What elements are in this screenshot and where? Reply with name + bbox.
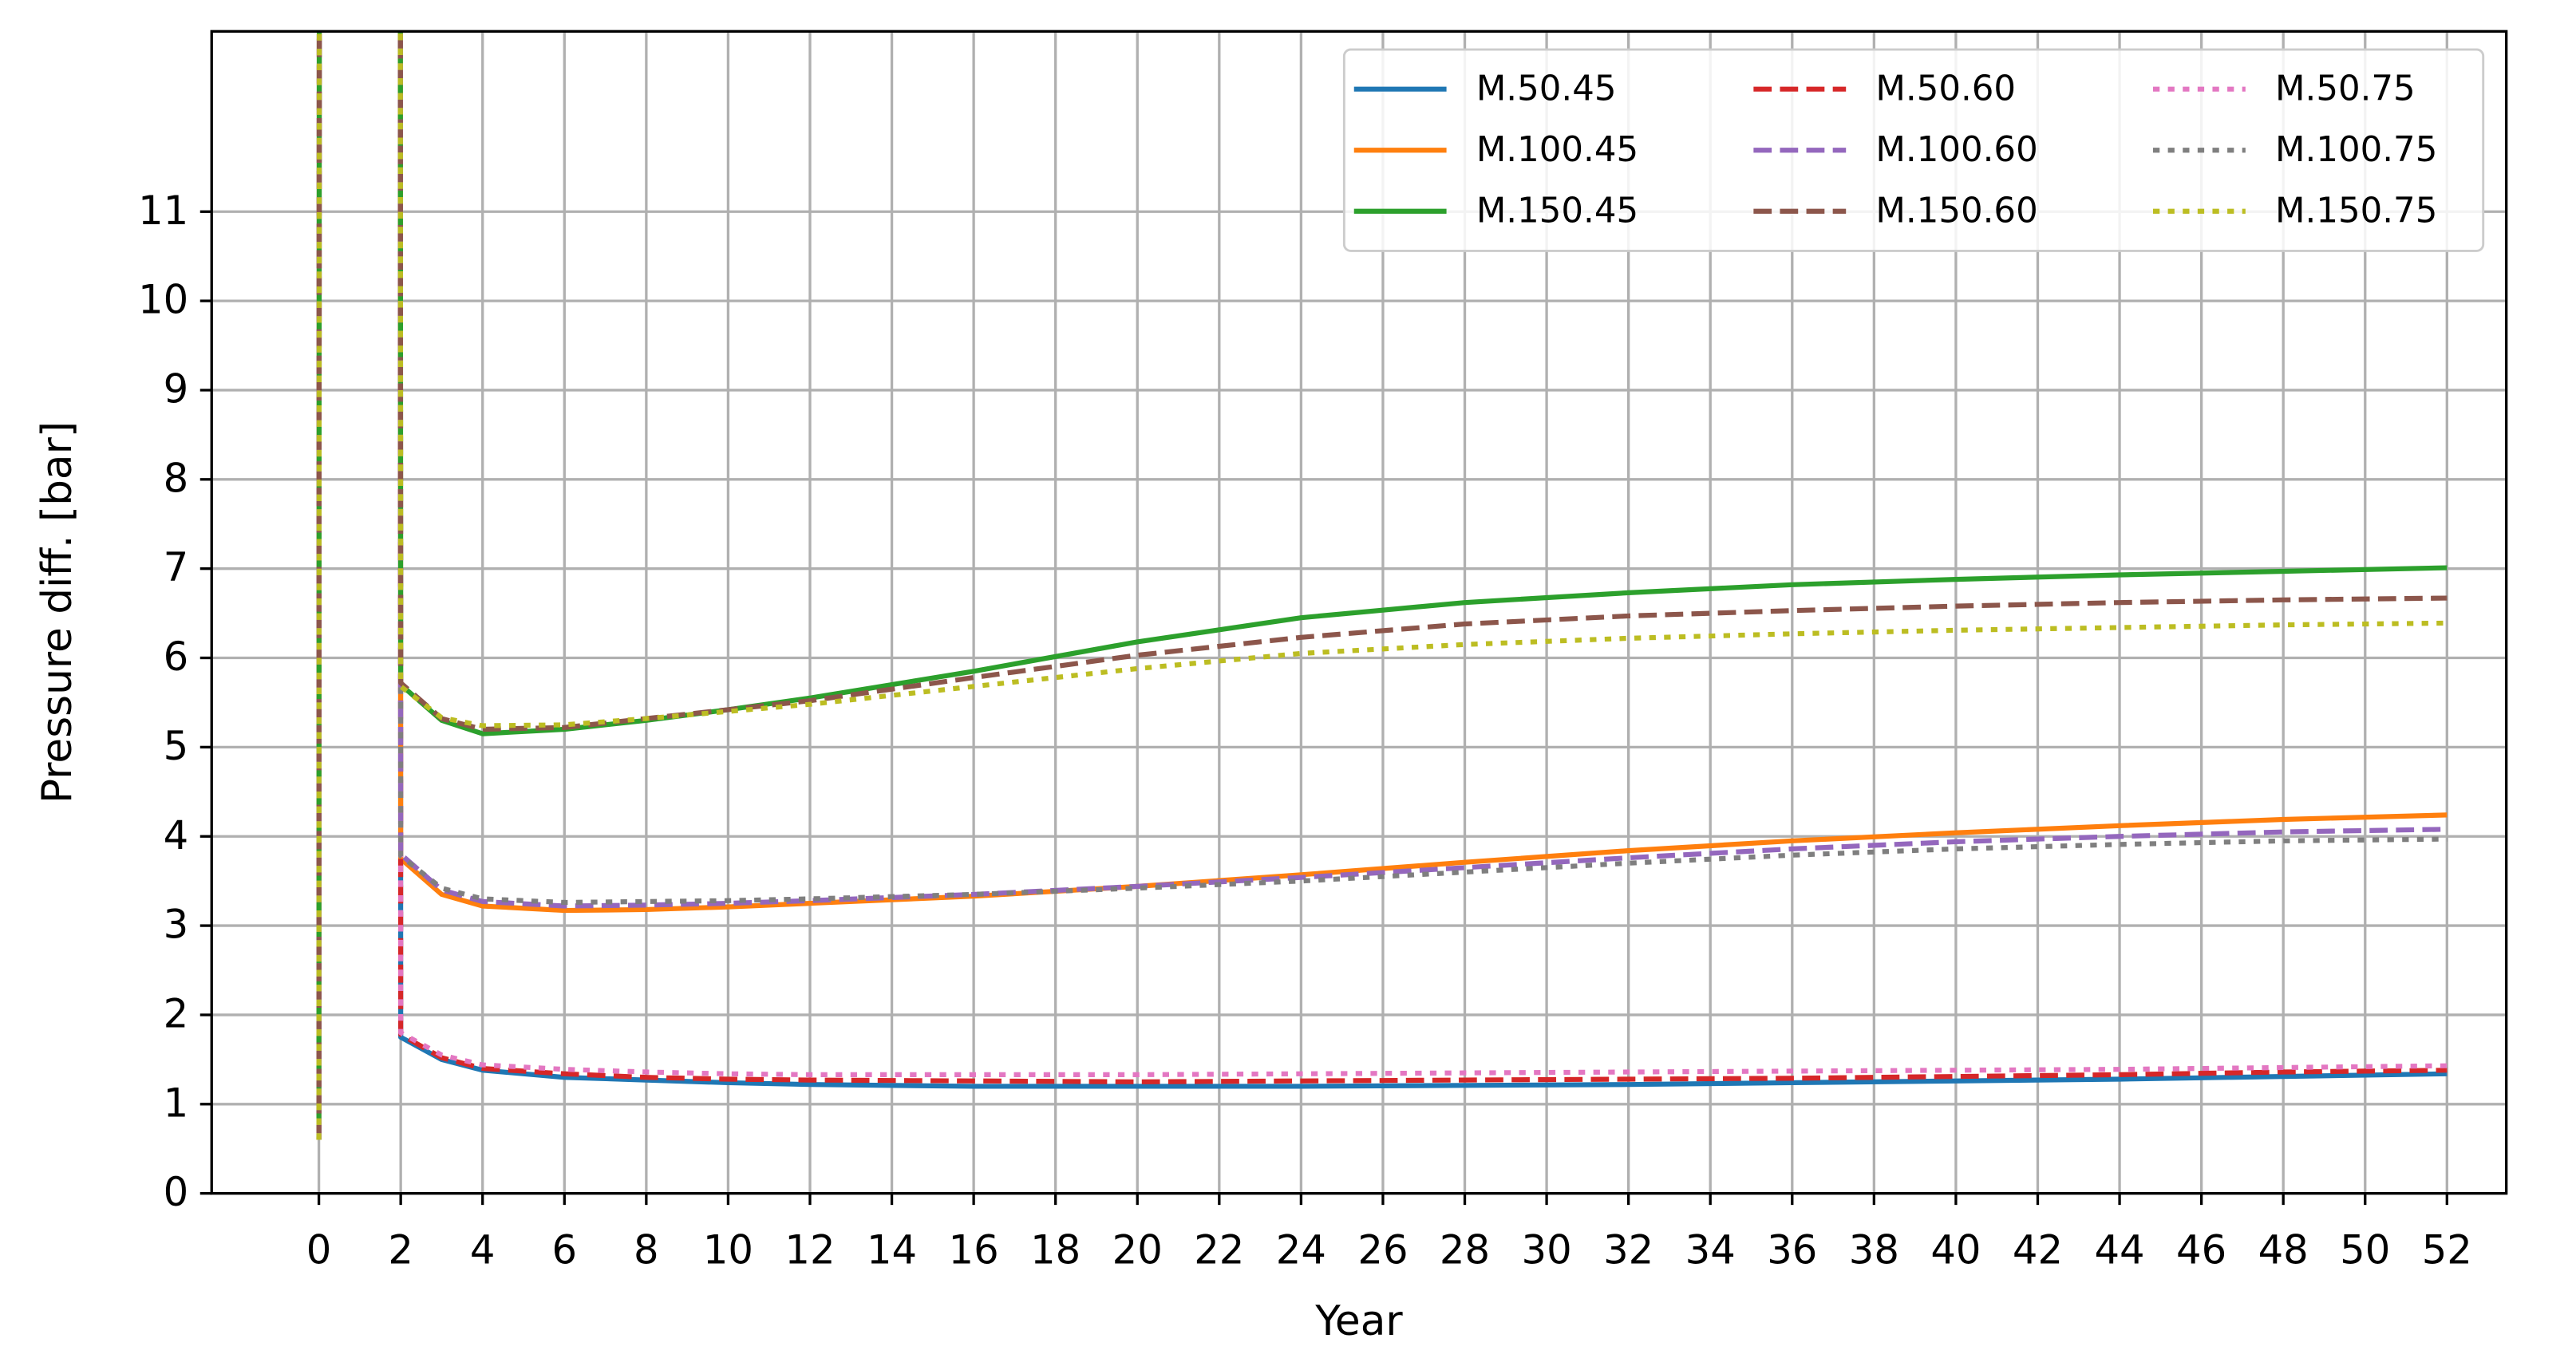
x-tick-label: 30 — [1522, 1227, 1572, 1273]
x-tick-label: 18 — [1030, 1227, 1081, 1273]
x-tick-label: 32 — [1603, 1227, 1653, 1273]
x-tick-label: 50 — [2340, 1227, 2390, 1273]
axes-frame — [210, 30, 2508, 1195]
x-tick-label: 40 — [1930, 1227, 1981, 1273]
x-tick-label: 4 — [470, 1227, 496, 1273]
x-tick-label: 38 — [1849, 1227, 1899, 1273]
series-line — [316, 31, 2448, 1140]
series-line — [316, 31, 2448, 1140]
y-tick-label: 0 — [164, 1169, 189, 1215]
x-tick-label: 52 — [2422, 1227, 2472, 1273]
x-tick-label: 36 — [1767, 1227, 1817, 1273]
y-tick-label: 7 — [164, 544, 189, 590]
x-tick-label: 16 — [949, 1227, 999, 1273]
series-line — [316, 31, 2448, 1140]
y-tick-label: 1 — [164, 1080, 189, 1126]
x-tick-label: 34 — [1685, 1227, 1736, 1273]
y-tick-label: 10 — [138, 277, 188, 323]
y-tick-label: 5 — [164, 723, 189, 769]
y-tick-label: 9 — [164, 366, 189, 413]
x-tick-label: 42 — [2013, 1227, 2063, 1273]
x-tick-label: 24 — [1276, 1227, 1326, 1273]
y-tick-label: 8 — [164, 455, 189, 501]
x-tick-label: 44 — [2094, 1227, 2144, 1273]
plot-area — [316, 31, 2448, 1140]
series-line — [316, 31, 2448, 1140]
legend-label: M.50.60 — [1875, 69, 2016, 109]
y-tick-label: 3 — [164, 902, 189, 948]
legend-label: M.100.60 — [1875, 130, 2037, 170]
x-tick-label: 10 — [703, 1227, 753, 1273]
x-tick-label: 46 — [2176, 1227, 2226, 1273]
y-tick-label: 6 — [164, 634, 189, 680]
legend-label: M.50.75 — [2275, 69, 2416, 109]
x-tick-label: 20 — [1112, 1227, 1163, 1273]
x-tick-label: 8 — [634, 1227, 659, 1273]
x-tick-label: 14 — [867, 1227, 917, 1273]
y-tick-label: 4 — [164, 812, 189, 859]
series-line — [316, 31, 2448, 1140]
y-tick-label: 11 — [138, 188, 188, 234]
legend-label: M.100.75 — [2275, 130, 2437, 170]
x-tick-label: 2 — [388, 1227, 413, 1273]
legend-label: M.100.45 — [1476, 130, 1638, 170]
legend-box — [1342, 48, 2485, 252]
x-tick-label: 6 — [551, 1227, 577, 1273]
legend: M.50.45 M.100.45 M.150.45 M.50.60 M.100.60 M.… — [1342, 48, 2485, 252]
x-tick-label: 48 — [2258, 1227, 2309, 1273]
legend-label: M.150.45 — [1476, 191, 1638, 231]
x-tick-label: 26 — [1357, 1227, 1408, 1273]
y-axis-label: Pressure diff. [bar] — [34, 421, 81, 803]
x-tick-label: 28 — [1440, 1227, 1490, 1273]
legend-label: M.150.60 — [1875, 191, 2037, 231]
series-line — [316, 31, 2448, 1140]
legend-label: M.50.45 — [1476, 69, 1617, 109]
x-tick-label: 22 — [1194, 1227, 1244, 1273]
x-axis-label: Year — [1314, 1297, 1403, 1345]
legend-label: M.150.75 — [2275, 191, 2437, 231]
x-tick-label: 12 — [784, 1227, 835, 1273]
y-tick-label: 2 — [164, 991, 189, 1037]
ticks: 0 2 4 6 8 10 12 14 16 18 20 22 24 26 28 30 32 34 36 38 40 42 4… — [138, 188, 2472, 1273]
x-tick-label: 0 — [306, 1227, 332, 1273]
